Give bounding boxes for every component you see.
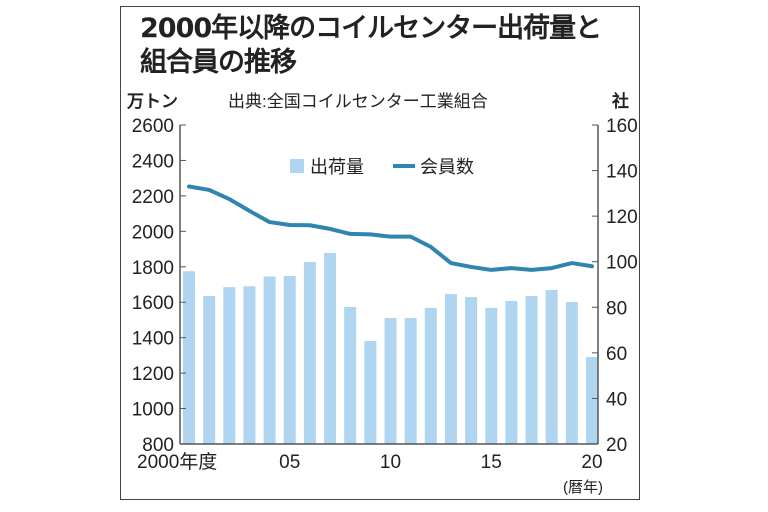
- left-tick-label: 1200: [132, 364, 174, 385]
- left-tick-label: 1600: [132, 293, 174, 314]
- x-tick-label: 20: [581, 452, 602, 473]
- bar-2012: [424, 307, 437, 444]
- left-tick-label: 1000: [132, 400, 174, 421]
- bar-2014: [465, 297, 478, 444]
- line-members: [187, 184, 594, 272]
- right-tick-label: 20: [606, 435, 627, 456]
- bar-2000: [183, 271, 195, 444]
- left-tick-label: 1800: [132, 258, 174, 279]
- bar-2010: [384, 317, 397, 444]
- bar-2002: [223, 287, 236, 444]
- x-tick-label: 05: [279, 452, 300, 473]
- left-tick-label: 1400: [132, 329, 174, 350]
- source-note: 出典:全国コイルセンター工業組合: [228, 92, 488, 111]
- bar-2016: [505, 300, 518, 444]
- right-tick-label: 100: [606, 253, 638, 274]
- left-tick-label: 2000: [132, 222, 174, 243]
- bar-2008: [344, 307, 357, 444]
- legend-label-line: 会員数: [420, 157, 474, 177]
- left-tick-label: 2400: [132, 151, 174, 172]
- bar-2019: [565, 302, 578, 444]
- bar-2018: [545, 289, 558, 444]
- bar-2020: [586, 356, 598, 444]
- left-axis-unit: 万トン: [126, 92, 178, 111]
- bar-2006: [303, 261, 316, 444]
- bar-2009: [364, 341, 377, 444]
- bar-2015: [485, 307, 498, 444]
- bar-2001: [203, 296, 216, 444]
- bar-2003: [243, 286, 256, 444]
- chart-frame: [120, 6, 640, 500]
- right-axis-unit: 社: [611, 91, 629, 111]
- x-axis-unit: (暦年): [563, 479, 603, 496]
- bar-2007: [324, 252, 337, 444]
- chart-title: 2000年以降のコイルセンター出荷量と 組合員の推移: [140, 12, 602, 80]
- bar-2005: [283, 275, 296, 444]
- x-tick-label: 10: [380, 452, 401, 473]
- right-tick-label: 120: [606, 207, 638, 228]
- x-tick-label: 2000年度: [137, 451, 217, 473]
- right-tick-label: 160: [606, 116, 638, 137]
- x-tick-label: 15: [481, 452, 502, 473]
- bar-2011: [404, 317, 417, 444]
- left-tick-label: 2600: [132, 116, 174, 137]
- title-line-1: 2000年以降のコイルセンター出荷量と: [140, 13, 602, 44]
- bar-2013: [444, 294, 457, 444]
- legend-swatch-bar: [290, 159, 304, 173]
- legend-label-bar: 出荷量: [310, 157, 364, 177]
- right-tick-label: 40: [606, 389, 627, 410]
- right-tick-label: 80: [606, 298, 627, 319]
- bar-2004: [263, 276, 276, 444]
- legend: 出荷量 会員数: [290, 157, 474, 177]
- bar-2017: [525, 296, 538, 444]
- left-tick-label: 800: [142, 435, 174, 456]
- title-line-2: 組合員の推移: [140, 47, 297, 78]
- right-tick-label: 60: [606, 344, 627, 365]
- right-tick-label: 140: [606, 162, 638, 183]
- left-tick-label: 2200: [132, 187, 174, 208]
